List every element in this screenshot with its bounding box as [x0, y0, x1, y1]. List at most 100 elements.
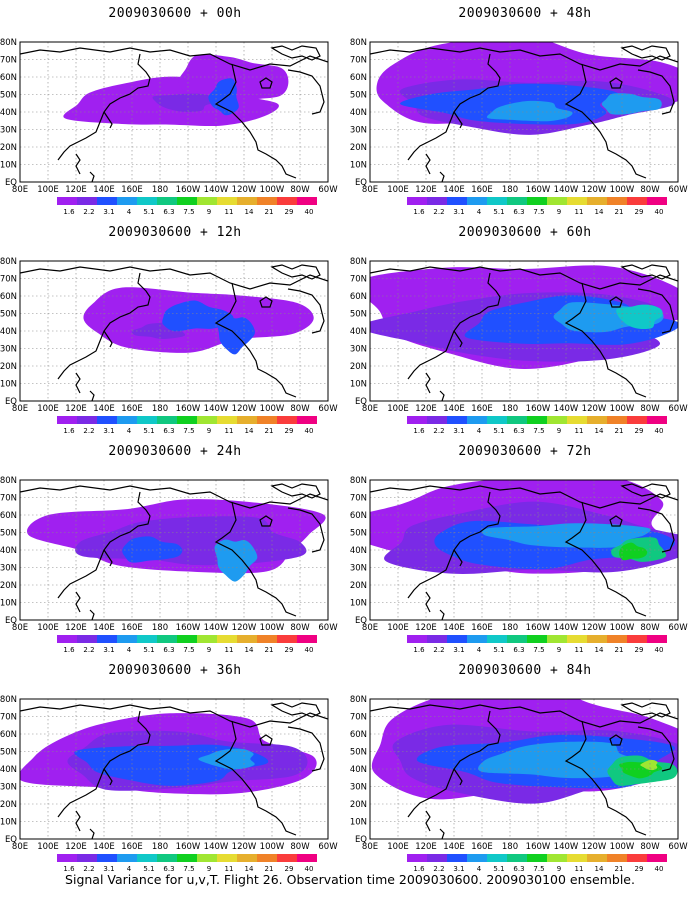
longitude-tick-label: 120W [582, 404, 607, 414]
signal-variance-field [20, 713, 317, 795]
latitude-tick-label: 80N [0, 476, 17, 486]
colorbar-swatch [527, 635, 547, 643]
colorbar-swatch [197, 416, 217, 424]
latitude-tick-label: 60N [350, 511, 367, 521]
colorbar-swatch [297, 416, 317, 424]
colorbar-swatch [487, 635, 507, 643]
longitude-tick-label: 160W [176, 842, 201, 852]
map-panel: 2009030600 + 24h 80N 70N 60N 50N 40N 30N 20N 10N… [0, 438, 350, 658]
coastlines [370, 264, 678, 401]
longitude-tick-label: 160E [471, 404, 493, 414]
longitude-tick-label: 80W [290, 185, 310, 195]
colorbar-swatch [567, 197, 587, 205]
colorbar-swatch [77, 635, 97, 643]
latitude-tick-label: EQ [5, 178, 17, 188]
colorbar-tick-label: 14 [245, 865, 254, 873]
colorbar-tick-label: 29 [285, 208, 294, 216]
longitude-tick-label: 160W [526, 623, 551, 633]
colorbar-tick-label: 21 [615, 646, 624, 654]
colorbar-swatch [507, 197, 527, 205]
colorbar-tick-label: 29 [635, 427, 644, 435]
latitude-tick-label: 20N [350, 143, 367, 153]
colorbar-tick-label: 2.2 [433, 208, 444, 216]
colorbar-swatch [177, 197, 197, 205]
longitude-tick-label: 120E [65, 623, 87, 633]
colorbar-tick-label: 6.3 [163, 865, 174, 873]
colorbar-tick-label: 14 [595, 208, 604, 216]
latitude-tick-label: 70N [350, 713, 367, 723]
plot-frame [19, 41, 329, 183]
longitude-tick-label: 120W [582, 842, 607, 852]
colorbar-tick-label: 29 [285, 427, 294, 435]
latitude-tick-label: 20N [0, 581, 17, 591]
colorbar-swatch [277, 854, 297, 862]
colorbar-swatch [547, 854, 567, 862]
longitude-tick-label: 80W [640, 842, 660, 852]
latitude-tick-label: 10N [0, 380, 17, 390]
colorbar-tick-label: 29 [635, 208, 644, 216]
latitude-tick-label: 70N [0, 713, 17, 723]
colorbar-swatch [567, 416, 587, 424]
panel-title: 2009030600 + 12h [108, 225, 242, 240]
colorbar-swatch [217, 854, 237, 862]
colorbar-swatch [447, 854, 467, 862]
colorbar-tick-label: 1.6 [63, 427, 75, 435]
coastlines [370, 702, 678, 839]
longitude-tick-label: 140W [204, 185, 229, 195]
longitude-tick-label: 100W [260, 404, 285, 414]
latitude-tick-label: EQ [355, 616, 367, 626]
colorbar-swatch [487, 854, 507, 862]
coastlines [20, 483, 328, 620]
colorbar-swatch [77, 416, 97, 424]
longitude-tick-label: 100E [387, 842, 409, 852]
variance-contour [478, 741, 647, 779]
colorbar-swatch [57, 197, 77, 205]
longitude-tick-label: 100E [387, 623, 409, 633]
colorbar-tick-label: 11 [575, 865, 584, 873]
latitude-tick-label: 10N [350, 818, 367, 828]
colorbar: 1.6 2.2 3.1 4 5.1 6.3 7.5 9 11 14 21 29 40 [407, 416, 667, 435]
colorbar-swatch [197, 854, 217, 862]
latitude-tick-label: 20N [0, 800, 17, 810]
latitude-tick-label: 20N [350, 581, 367, 591]
latitude-tick-label: 10N [350, 599, 367, 609]
longitude-tick-label: 160W [176, 623, 201, 633]
coastlines [370, 45, 678, 182]
plot-frame [369, 698, 679, 840]
colorbar-swatch [627, 635, 647, 643]
longitude-tick-label: 120W [232, 404, 257, 414]
colorbar-tick-label: 40 [655, 865, 664, 873]
coastlines [370, 483, 678, 620]
colorbar-tick-label: 1.6 [63, 865, 75, 873]
longitude-tick-label: 160E [121, 842, 143, 852]
colorbar-swatch [157, 635, 177, 643]
colorbar-tick-label: 5.1 [493, 208, 504, 216]
colorbar-tick-label: 29 [635, 865, 644, 873]
colorbar-tick-label: 5.1 [143, 427, 154, 435]
longitude-tick-label: 160W [176, 185, 201, 195]
signal-variance-field [376, 42, 678, 135]
map-panel: 2009030600 + 00h 80N 70N 60N 50N 40N 30N 20N 10N… [0, 0, 350, 220]
plot-frame [369, 260, 679, 402]
colorbar-tick-label: 5.1 [493, 646, 504, 654]
longitude-tick-label: 140W [554, 185, 579, 195]
longitude-tick-label: 80E [12, 404, 28, 414]
colorbar-swatch [507, 416, 527, 424]
colorbar-swatch [137, 197, 157, 205]
plot-frame [369, 479, 679, 621]
latitude-tick-label: 80N [0, 38, 17, 48]
colorbar-tick-label: 40 [655, 208, 664, 216]
colorbar-swatch [97, 416, 117, 424]
map-panel: 2009030600 + 60h 80N 70N 60N 50N 40N 30N 20N 10N… [350, 219, 700, 439]
colorbar-tick-label: 1.6 [63, 208, 75, 216]
longitude-tick-label: 140E [93, 623, 115, 633]
colorbar-tick-label: 7.5 [533, 865, 544, 873]
panel-title: 2009030600 + 60h [458, 225, 592, 240]
colorbar-swatch [547, 416, 567, 424]
colorbar-swatch [527, 416, 547, 424]
longitude-tick-label: 160W [526, 842, 551, 852]
longitude-tick-label: 60W [318, 842, 338, 852]
gridlines [20, 699, 328, 839]
